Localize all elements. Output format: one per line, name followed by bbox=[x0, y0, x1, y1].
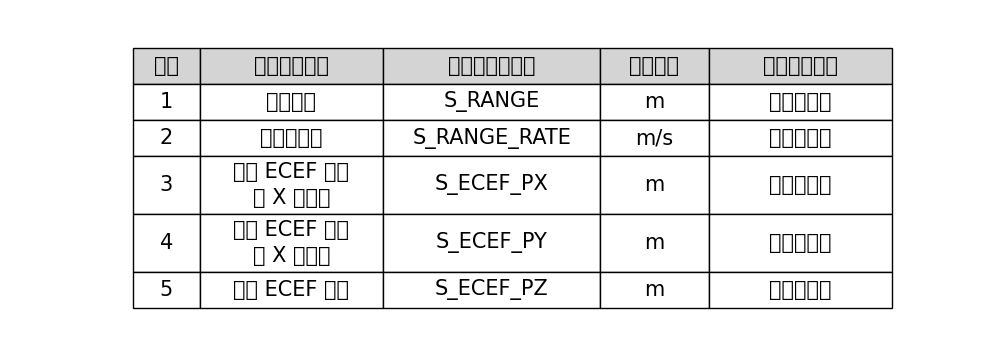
Bar bbox=[600, 84, 709, 120]
Text: 实时信号源: 实时信号源 bbox=[769, 233, 832, 253]
Bar bbox=[133, 120, 200, 156]
Text: S_RANGE: S_RANGE bbox=[444, 92, 540, 112]
Bar bbox=[600, 156, 709, 214]
Text: 实时信号源: 实时信号源 bbox=[769, 280, 832, 300]
Text: 卫星 ECEF 坐标: 卫星 ECEF 坐标 bbox=[233, 280, 349, 300]
Bar bbox=[600, 120, 709, 156]
Bar bbox=[133, 156, 200, 214]
Text: 卫星伪距率: 卫星伪距率 bbox=[260, 128, 323, 148]
Text: m: m bbox=[644, 280, 665, 300]
Text: 2: 2 bbox=[160, 128, 173, 148]
Text: m: m bbox=[644, 175, 665, 195]
Bar bbox=[709, 156, 892, 214]
Text: S_ECEF_PY: S_ECEF_PY bbox=[436, 232, 548, 253]
Text: 卫星 ECEF 坐标
系 X 轴位置: 卫星 ECEF 坐标 系 X 轴位置 bbox=[233, 220, 349, 266]
Text: 实时信号源: 实时信号源 bbox=[769, 175, 832, 195]
Text: 度量单位: 度量单位 bbox=[629, 56, 679, 76]
Bar bbox=[133, 214, 200, 272]
Bar bbox=[200, 272, 383, 308]
Bar bbox=[133, 48, 200, 84]
Text: 序号: 序号 bbox=[154, 56, 179, 76]
Text: 实时信号源: 实时信号源 bbox=[769, 92, 832, 112]
Text: 4: 4 bbox=[160, 233, 173, 253]
Text: 信号转换关系: 信号转换关系 bbox=[763, 56, 838, 76]
Text: m: m bbox=[644, 92, 665, 112]
Bar bbox=[600, 48, 709, 84]
Bar bbox=[709, 84, 892, 120]
Text: 实时信号源: 实时信号源 bbox=[769, 128, 832, 148]
Bar bbox=[709, 120, 892, 156]
Bar bbox=[383, 84, 600, 120]
Bar bbox=[200, 84, 383, 120]
Bar bbox=[200, 214, 383, 272]
Bar bbox=[383, 214, 600, 272]
Bar bbox=[133, 272, 200, 308]
Text: 卫星 ECEF 坐标
系 X 轴位置: 卫星 ECEF 坐标 系 X 轴位置 bbox=[233, 162, 349, 208]
Bar bbox=[200, 120, 383, 156]
Text: m/s: m/s bbox=[635, 128, 673, 148]
Text: S_ECEF_PX: S_ECEF_PX bbox=[435, 175, 549, 195]
Bar bbox=[383, 48, 600, 84]
Bar bbox=[709, 214, 892, 272]
Bar bbox=[383, 120, 600, 156]
Text: 数据元素标识符: 数据元素标识符 bbox=[448, 56, 535, 76]
Bar bbox=[600, 272, 709, 308]
Text: 卫星伪距: 卫星伪距 bbox=[266, 92, 316, 112]
Bar bbox=[200, 156, 383, 214]
Text: 5: 5 bbox=[160, 280, 173, 300]
Bar bbox=[709, 48, 892, 84]
Text: 3: 3 bbox=[160, 175, 173, 195]
Bar bbox=[383, 272, 600, 308]
Bar bbox=[383, 156, 600, 214]
Text: m: m bbox=[644, 233, 665, 253]
Text: S_ECEF_PZ: S_ECEF_PZ bbox=[435, 279, 549, 300]
Bar bbox=[600, 214, 709, 272]
Text: 1: 1 bbox=[160, 92, 173, 112]
Text: S_RANGE_RATE: S_RANGE_RATE bbox=[412, 127, 571, 149]
Bar bbox=[200, 48, 383, 84]
Text: 数据元素名称: 数据元素名称 bbox=[254, 56, 329, 76]
Bar bbox=[709, 272, 892, 308]
Bar bbox=[133, 84, 200, 120]
